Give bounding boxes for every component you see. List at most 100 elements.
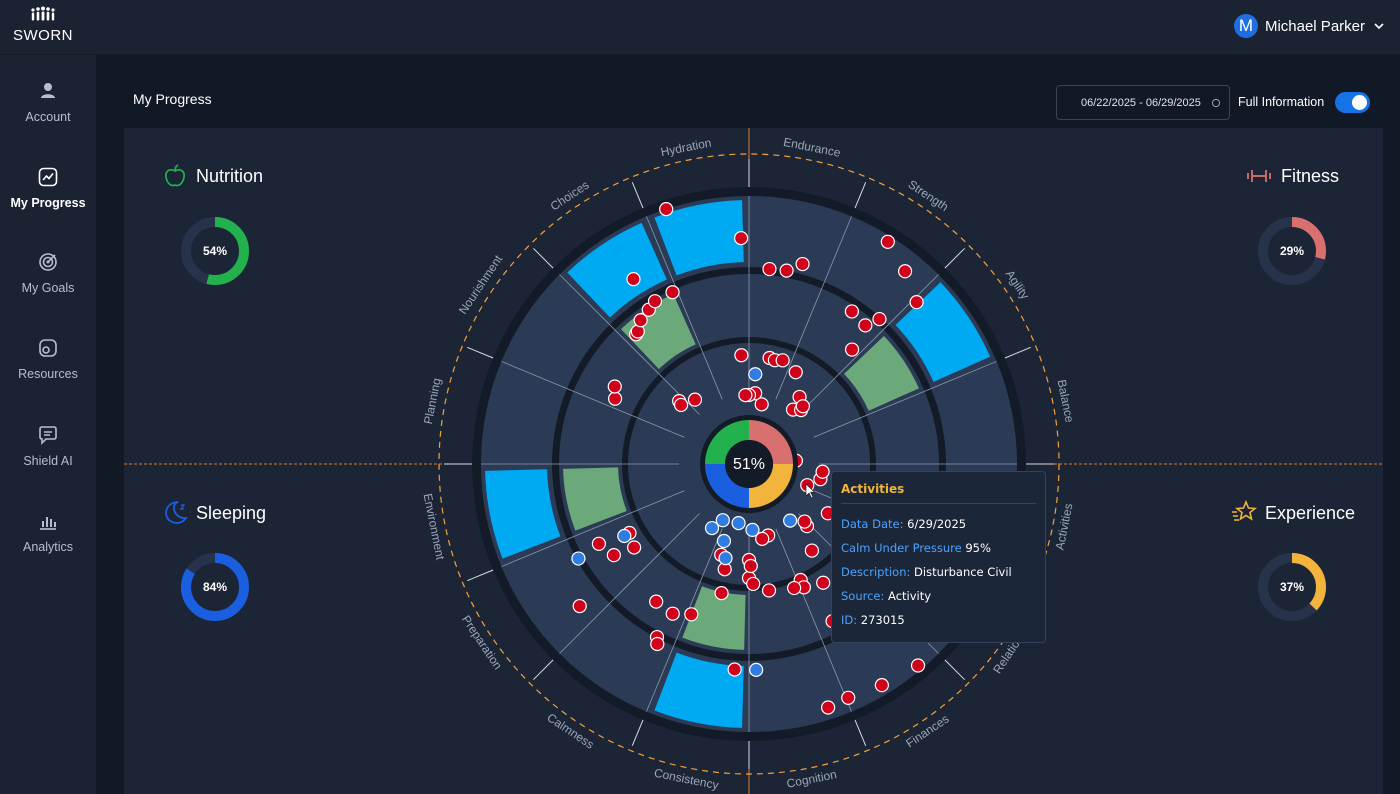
avatar: M — [1233, 14, 1258, 38]
tooltip-row: Data Date: 6/29/2025 — [841, 512, 1036, 536]
sidebar-item-label: Shield AI — [23, 454, 73, 468]
chart-tooltip: Activities Data Date: 6/29/2025 Calm Und… — [831, 471, 1046, 643]
data-point — [804, 543, 819, 558]
mouse-cursor-icon — [805, 483, 816, 499]
data-point — [761, 583, 777, 598]
tooltip-value: 273015 — [860, 613, 905, 627]
radial-progress-chart[interactable]: Hydration Endurance Strength Agility Balance… — [124, 128, 1383, 794]
data-point — [626, 272, 641, 287]
sleeping-label: Sleeping — [196, 503, 267, 523]
center-percent: 51% — [733, 456, 765, 473]
tooltip-key: Data Date: — [841, 517, 904, 531]
sidebar-item-my-progress[interactable]: My Progress — [0, 165, 96, 235]
sidebar-item-label: My Goals — [21, 281, 75, 295]
segment-tick — [532, 659, 554, 681]
data-point — [617, 528, 632, 544]
data-point — [909, 295, 924, 310]
team-icon — [31, 6, 55, 21]
stars-icon — [1232, 499, 1258, 521]
progress-chart-icon — [38, 167, 58, 187]
tooltip-value: 6/29/2025 — [907, 517, 967, 531]
progress-panel: Nutrition 54% Fitness 29% — [124, 128, 1383, 794]
nutrition-donut[interactable]: 54% — [179, 215, 251, 287]
segment-divider — [775, 216, 852, 400]
center-core — [725, 440, 773, 488]
tooltip-key: Calm Under Pressure — [841, 541, 962, 555]
tooltip-value: 95% — [965, 541, 991, 555]
data-point — [633, 313, 648, 328]
segment-label: Finances — [903, 712, 951, 751]
center-quadrant — [749, 420, 793, 464]
bar-chart-icon — [40, 517, 56, 530]
apple-icon — [165, 164, 185, 187]
user-menu[interactable]: M Michael Parker — [1233, 12, 1386, 40]
data-point — [872, 311, 887, 327]
highlight-cell — [844, 335, 919, 411]
segment-tick — [467, 569, 494, 582]
segment-divider — [646, 216, 723, 400]
date-range-picker[interactable]: 06/22/2025 - 06/29/2025 — [1056, 85, 1230, 120]
data-point — [665, 606, 680, 621]
highlight-cell — [682, 586, 746, 650]
tooltip-value: Activity — [888, 589, 932, 603]
main-content: My Progress 06/22/2025 - 06/29/2025 Full… — [96, 55, 1400, 794]
segment-divider — [559, 513, 700, 654]
data-point — [650, 636, 665, 652]
tooltip-key: ID: — [841, 613, 858, 627]
data-point — [749, 662, 764, 677]
tooltip-row: Source: Activity — [841, 584, 1036, 608]
data-point — [673, 397, 689, 413]
segment-tick — [944, 247, 966, 269]
sidebar-item-shield-ai[interactable]: Shield AI — [0, 423, 96, 493]
sidebar-item-account[interactable]: Account — [0, 79, 96, 149]
data-point — [797, 514, 812, 529]
toggle-knob — [1352, 95, 1367, 110]
data-point — [627, 540, 642, 555]
segment-tick — [854, 182, 867, 209]
page-title: My Progress — [133, 91, 212, 107]
segment-tick — [532, 247, 554, 269]
segment-label: Planning — [421, 377, 444, 426]
segment-tick — [944, 659, 966, 681]
dumbbell-icon — [1247, 170, 1271, 182]
segment-label: Agility — [1003, 267, 1032, 301]
segment-label: Calmness — [544, 710, 596, 751]
tooltip-key: Description: — [841, 565, 911, 579]
user-name: Michael Parker — [1264, 17, 1365, 35]
top-bar: SWORN M Michael Parker — [0, 0, 1400, 55]
segment-label: Endurance — [782, 135, 842, 160]
sidebar-item-my-goals[interactable]: My Goals — [0, 250, 96, 320]
sleeping-donut[interactable]: 84% — [179, 551, 251, 623]
sidebar-item-label: Account — [25, 110, 71, 124]
data-point — [715, 513, 730, 528]
segment-label: Consistency — [653, 766, 720, 792]
moon-icon — [165, 501, 188, 524]
data-point — [743, 558, 758, 574]
sidebar-item-analytics[interactable]: Analytics — [0, 509, 96, 579]
segment-tick — [854, 719, 867, 746]
data-point — [748, 367, 763, 382]
sleeping-percent: 84% — [203, 580, 227, 594]
full-information-toggle[interactable] — [1335, 92, 1370, 113]
experience-donut-arc — [1258, 553, 1326, 621]
user-icon — [41, 83, 55, 98]
data-point — [816, 575, 831, 590]
data-point — [745, 522, 760, 538]
fitness-donut-ring: 29% — [1258, 217, 1326, 285]
data-point — [716, 533, 732, 549]
sidebar-item-label: My Progress — [10, 196, 86, 210]
data-point — [665, 285, 680, 300]
experience-donut[interactable]: 37% — [1256, 551, 1328, 623]
sidebar-item-resources[interactable]: Resources — [0, 336, 96, 406]
segment-label: Hydration — [659, 135, 712, 159]
experience-donut-ring: 37% — [1258, 553, 1326, 621]
segment-tick — [467, 346, 494, 359]
fitness-donut[interactable]: 29% — [1256, 215, 1328, 287]
tooltip-row: ID: 273015 — [841, 608, 1036, 632]
data-point — [844, 304, 859, 319]
data-point — [815, 464, 830, 479]
highlight-cell — [654, 652, 744, 728]
sworn-logo[interactable]: SWORN — [12, 6, 74, 46]
segment-label: Strength — [906, 177, 952, 214]
data-point — [571, 551, 586, 566]
